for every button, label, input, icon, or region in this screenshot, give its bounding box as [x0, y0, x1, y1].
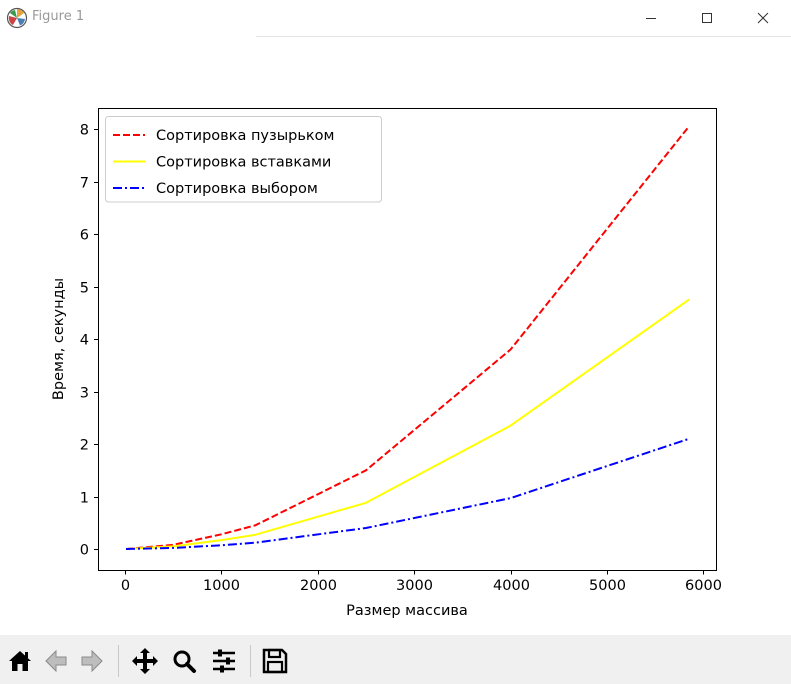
zoom-icon: [173, 650, 196, 673]
maximize-button[interactable]: [684, 0, 730, 36]
minimize-icon: [646, 18, 656, 19]
series-layer: [125, 125, 690, 550]
maximize-icon: [702, 13, 712, 23]
line-chart[interactable]: 0 1000 2000 3000 4000 5000 6000 0 1 2 3 4 5 6 7 8 Разме…: [0, 37, 791, 635]
back-arrow-icon: [45, 649, 67, 673]
x-tick-label: 3000: [396, 578, 433, 594]
legend-box: [105, 116, 382, 203]
window-title: Figure 1: [32, 9, 85, 24]
x-tick-label: 1000: [203, 578, 240, 594]
series-line-1: [125, 125, 690, 550]
pan-icon: [132, 648, 158, 674]
back-button[interactable]: [40, 645, 72, 677]
y-tick-label: 4: [80, 333, 89, 349]
x-tick-label: 4000: [493, 578, 530, 594]
figure-canvas[interactable]: 0 1000 2000 3000 4000 5000 6000 0 1 2 3 4 5 6 7 8 Разме…: [0, 37, 791, 635]
x-tick-label: 6000: [685, 578, 722, 594]
y-tick-label: 3: [80, 386, 89, 402]
toolbar-separator: [250, 645, 251, 677]
y-tick-label: 1: [80, 491, 89, 507]
x-tick-label: 0: [121, 578, 130, 594]
toolbar-separator: [118, 645, 119, 677]
titlebar-divider: [256, 36, 791, 37]
ticks-layer: 0 1000 2000 3000 4000 5000 6000 0 1 2 3 4 5 6 7 8: [80, 123, 722, 595]
save-icon: [262, 648, 288, 674]
forward-arrow-icon: [81, 649, 103, 673]
home-icon: [9, 651, 31, 671]
y-axis-label: Время, секунды: [51, 278, 67, 400]
y-tick-label: 6: [80, 228, 89, 244]
forward-button[interactable]: [76, 645, 108, 677]
zoom-button[interactable]: [168, 645, 200, 677]
minimize-button[interactable]: [628, 0, 674, 36]
legend-label-2: Сортировка вставками: [156, 155, 331, 171]
save-button[interactable]: [259, 645, 291, 677]
configure-subplots-button[interactable]: [208, 645, 240, 677]
y-tick-label: 7: [80, 176, 89, 192]
y-tick-label: 5: [80, 281, 89, 297]
x-tick-label: 2000: [300, 578, 337, 594]
pan-button[interactable]: [129, 645, 161, 677]
y-tick-label: 8: [80, 123, 89, 139]
series-line-3: [125, 437, 690, 550]
series-line-2: [125, 298, 690, 550]
close-icon: [757, 12, 769, 24]
y-tick-label: 0: [80, 543, 89, 559]
legend: Сортировка пузырьком Сортировка вставками…: [105, 116, 382, 203]
x-tick-label: 5000: [589, 578, 626, 594]
navigation-toolbar: [0, 635, 791, 684]
configure-subplots-icon: [213, 649, 235, 673]
legend-label-1: Сортировка пузырьком: [156, 128, 334, 144]
x-axis-label: Размер массива: [346, 603, 468, 619]
window-titlebar: Figure 1: [0, 0, 791, 36]
y-tick-label: 2: [80, 438, 89, 454]
close-button[interactable]: [740, 0, 786, 36]
legend-label-3: Сортировка выбором: [156, 181, 318, 197]
home-button[interactable]: [4, 645, 36, 677]
app-icon: [6, 7, 28, 29]
